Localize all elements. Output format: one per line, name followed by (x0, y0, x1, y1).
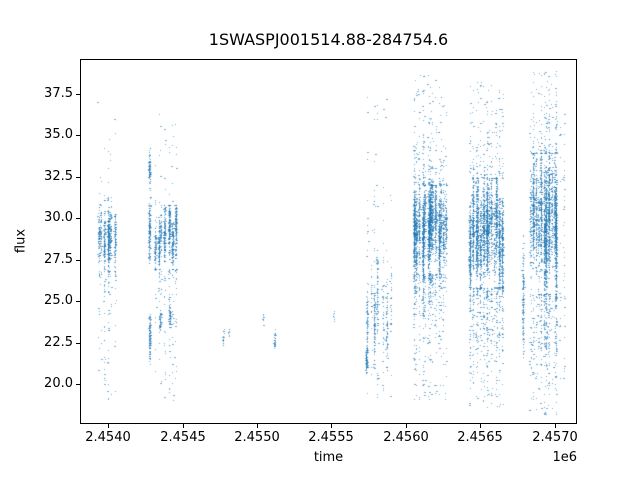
x-tick-mark (331, 424, 332, 428)
x-tick-mark (406, 424, 407, 428)
x-tick-label: 2.4570 (532, 430, 578, 445)
x-tick-mark (257, 424, 258, 428)
x-tick-mark (480, 424, 481, 428)
y-tick-label: 37.5 (44, 86, 73, 101)
x-tick-label: 2.4565 (457, 430, 503, 445)
y-tick-mark (76, 384, 80, 385)
y-tick-label: 25.0 (44, 293, 73, 308)
y-tick-label: 22.5 (44, 335, 73, 350)
x-tick-label: 2.4550 (234, 430, 280, 445)
y-tick-mark (76, 260, 80, 261)
y-tick-label: 20.0 (44, 376, 73, 391)
y-axis-label: flux (13, 228, 29, 254)
plot-area (80, 59, 577, 424)
x-axis-offset-label: 1e6 (552, 450, 577, 465)
x-tick-label: 2.4540 (85, 430, 131, 445)
y-tick-label: 30.0 (44, 210, 73, 225)
x-tick-mark (555, 424, 556, 428)
x-tick-label: 2.4555 (308, 430, 354, 445)
y-tick-label: 32.5 (44, 169, 73, 184)
x-tick-label: 2.4560 (383, 430, 429, 445)
y-tick-label: 35.0 (44, 127, 73, 142)
chart-title: 1SWASPJ001514.88-284754.6 (208, 30, 449, 49)
x-tick-mark (108, 424, 109, 428)
y-tick-mark (76, 301, 80, 302)
x-tick-mark (183, 424, 184, 428)
y-tick-mark (76, 177, 80, 178)
x-tick-label: 2.4545 (160, 430, 206, 445)
y-tick-mark (76, 135, 80, 136)
scatter-points (81, 60, 576, 423)
y-tick-mark (76, 218, 80, 219)
y-tick-mark (76, 343, 80, 344)
y-tick-label: 27.5 (44, 252, 73, 267)
y-tick-mark (76, 94, 80, 95)
x-axis-label: time (313, 450, 344, 465)
